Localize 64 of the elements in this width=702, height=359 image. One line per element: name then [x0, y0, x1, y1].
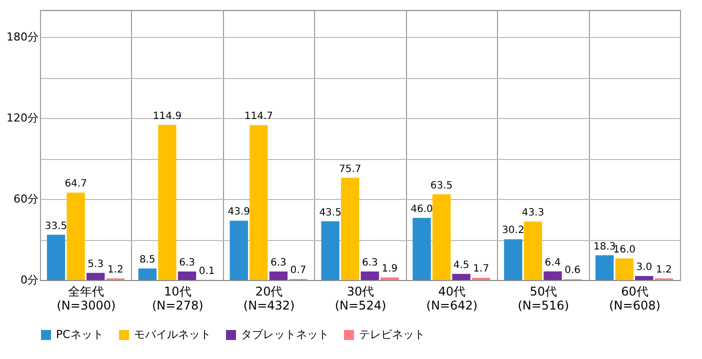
bar — [250, 125, 268, 280]
data-label: 4.5 — [453, 260, 470, 271]
bar — [321, 221, 340, 280]
x-tick-label: 全年代 (N=3000) — [56, 284, 116, 312]
data-label: 6.4 — [544, 257, 561, 268]
bar — [432, 194, 451, 280]
data-label: 63.5 — [430, 180, 453, 192]
x-tick-label: 50代 (N=516) — [518, 284, 570, 312]
bar — [341, 178, 360, 280]
data-label: 114.9 — [152, 110, 182, 122]
legend-label: タブレットネット — [241, 328, 329, 341]
bar — [635, 276, 654, 280]
data-label: 6.3 — [362, 257, 378, 268]
x-tick-label: 10代 (N=278) — [152, 284, 204, 312]
bar — [615, 258, 634, 280]
bar — [596, 255, 614, 280]
y-tick-label: 0分 — [20, 274, 38, 286]
bar — [230, 220, 248, 280]
bar — [158, 124, 176, 280]
data-label: 6.3 — [179, 257, 195, 268]
bar — [178, 271, 196, 280]
data-label: 114.7 — [244, 111, 273, 122]
data-label: 64.7 — [64, 178, 87, 190]
bar — [269, 271, 288, 280]
bar — [504, 239, 522, 280]
bar — [86, 272, 105, 280]
data-label: 43.3 — [522, 208, 544, 219]
data-label: 0.1 — [198, 266, 215, 277]
x-tick-label: 30代 (N=524) — [334, 284, 386, 312]
data-label: 43.9 — [228, 206, 250, 218]
data-label: 1.2 — [656, 264, 672, 276]
data-label: 8.5 — [140, 254, 156, 266]
y-tick-label: 120分 — [6, 112, 38, 124]
y-tick-label: 60分 — [14, 192, 38, 206]
bar — [380, 277, 399, 280]
bar — [66, 192, 85, 280]
data-label: 0.6 — [564, 265, 580, 276]
data-label: 1.2 — [107, 264, 124, 276]
bar — [544, 271, 562, 280]
legend-label: テレビネット — [359, 328, 425, 341]
data-label: 1.7 — [473, 264, 490, 275]
x-tick-label: 20代 (N=432) — [243, 284, 295, 312]
bar — [138, 268, 157, 280]
data-label: 46.0 — [410, 204, 433, 215]
data-label: 18.3 — [593, 241, 616, 252]
data-label: 3.0 — [636, 262, 652, 273]
bar — [46, 234, 66, 280]
bar — [412, 218, 431, 280]
y-tick-label: 180分 — [6, 30, 38, 44]
data-label: 1.9 — [382, 263, 398, 274]
data-label: 5.3 — [88, 258, 104, 270]
data-label: 30.2 — [502, 225, 524, 236]
x-tick-label: 60代 (N=608) — [609, 284, 660, 312]
bar — [452, 274, 470, 280]
legend-label: PCネット — [56, 328, 104, 341]
data-label: 33.5 — [44, 220, 68, 232]
bar — [360, 271, 379, 280]
bar — [524, 222, 542, 280]
data-label: 75.7 — [338, 164, 362, 175]
data-label: 0.7 — [290, 265, 306, 276]
legend-label: モバイルネット — [134, 328, 211, 341]
data-label: 43.5 — [319, 207, 342, 218]
x-tick-label: 40代 (N=642) — [426, 284, 478, 312]
data-label: 6.3 — [270, 257, 286, 268]
